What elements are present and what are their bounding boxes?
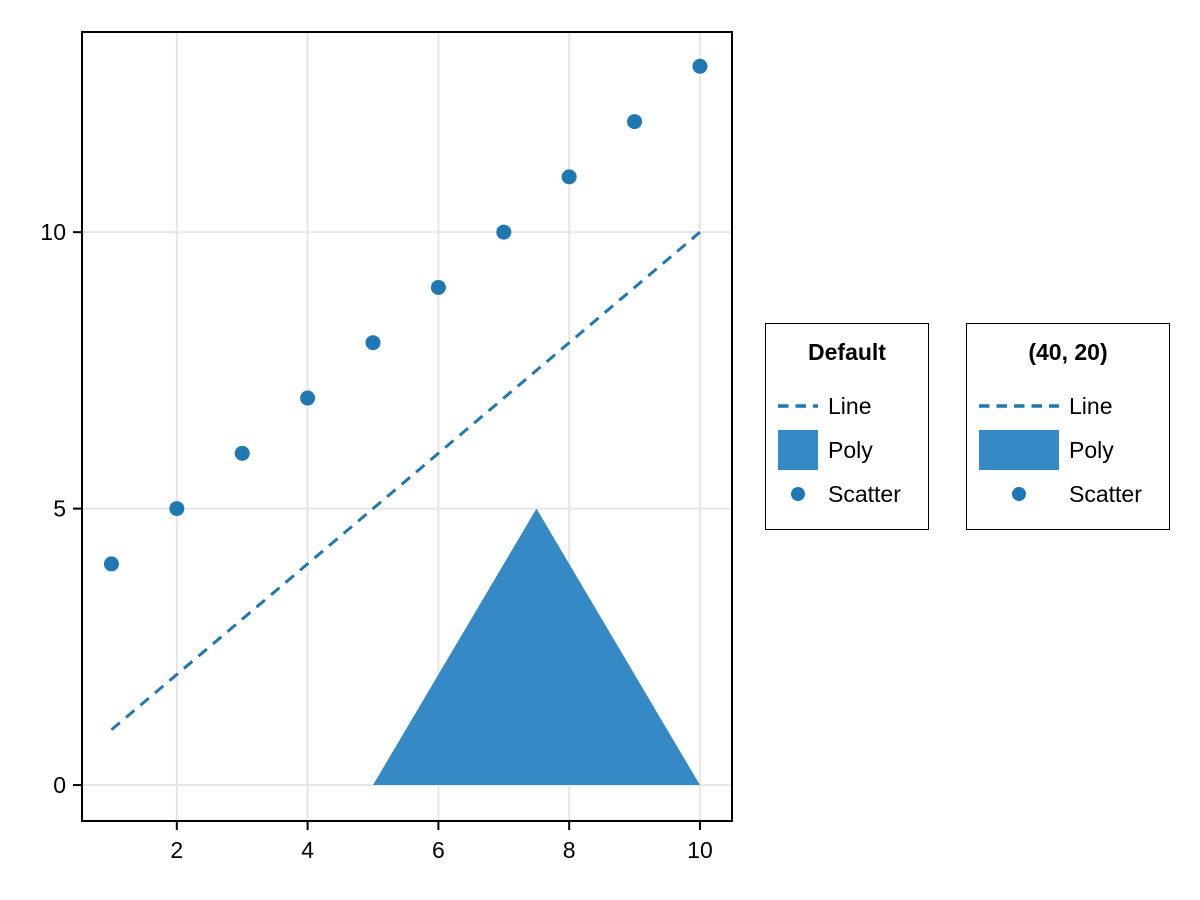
poly-series <box>372 508 700 786</box>
scatter-point <box>234 445 250 461</box>
scatter-point <box>627 114 643 130</box>
x-tick-label: 2 <box>170 837 183 863</box>
x-tick-label: 6 <box>432 837 445 863</box>
scatter-point <box>496 224 512 240</box>
scatter-point <box>430 279 446 295</box>
scatter-point <box>169 501 185 517</box>
y-tick-label: 5 <box>53 496 66 522</box>
scatter-point <box>561 169 577 185</box>
scatter-point <box>365 335 381 351</box>
y-tick-label: 0 <box>53 772 66 798</box>
y-tick-label: 10 <box>40 219 66 245</box>
scatter-point <box>103 556 119 572</box>
x-tick-label: 4 <box>301 837 314 863</box>
axis-frame <box>81 31 733 822</box>
x-tick-label: 8 <box>563 837 576 863</box>
scatter-point <box>300 390 316 406</box>
line-series <box>110 231 701 731</box>
scatter-point <box>692 58 708 74</box>
x-tick-label: 10 <box>687 837 713 863</box>
